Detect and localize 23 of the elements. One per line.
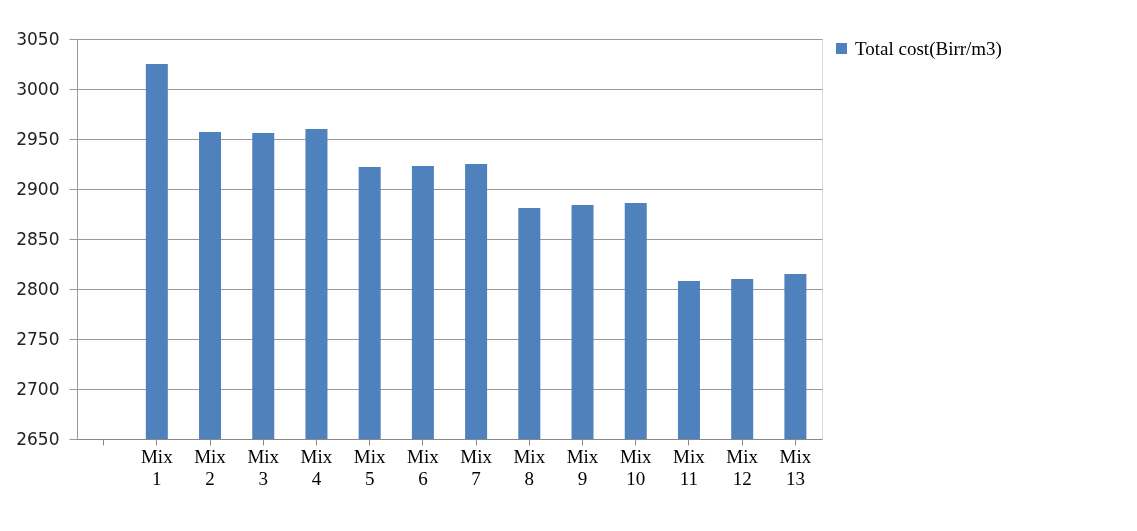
x-tick-label: Mix 6: [407, 445, 440, 489]
x-tick-label: Mix 7: [460, 445, 493, 489]
x-tick-label: Mix 2: [194, 445, 227, 489]
y-tick-label: 2650: [16, 428, 60, 449]
x-tick-label: Mix 9: [566, 445, 599, 489]
x-tick-label: Mix 8: [513, 445, 546, 489]
y-tick-label: 2700: [16, 378, 60, 399]
y-tick-label: 2950: [16, 128, 60, 149]
y-tick-label: 2750: [16, 328, 60, 349]
x-tick-label: Mix 3: [247, 445, 280, 489]
y-tick-label: 3000: [16, 78, 60, 99]
x-tick-label: Mix 12: [726, 445, 759, 489]
y-tick-label: 2900: [16, 178, 60, 199]
x-tick-label: Mix 1: [140, 445, 174, 489]
x-tick-label: Mix 5: [353, 445, 387, 489]
x-tick-label: Mix 11: [673, 445, 706, 489]
y-tick-label: 2850: [16, 228, 60, 249]
y-tick-label: 2800: [16, 278, 60, 299]
x-tick-label: Mix 10: [619, 445, 653, 489]
legend-label: Total cost(Birr/m3): [855, 37, 1002, 60]
x-tick-label: Mix 13: [779, 445, 812, 489]
y-tick-label: 3050: [16, 28, 60, 49]
x-tick-label: Mix 4: [300, 445, 333, 489]
